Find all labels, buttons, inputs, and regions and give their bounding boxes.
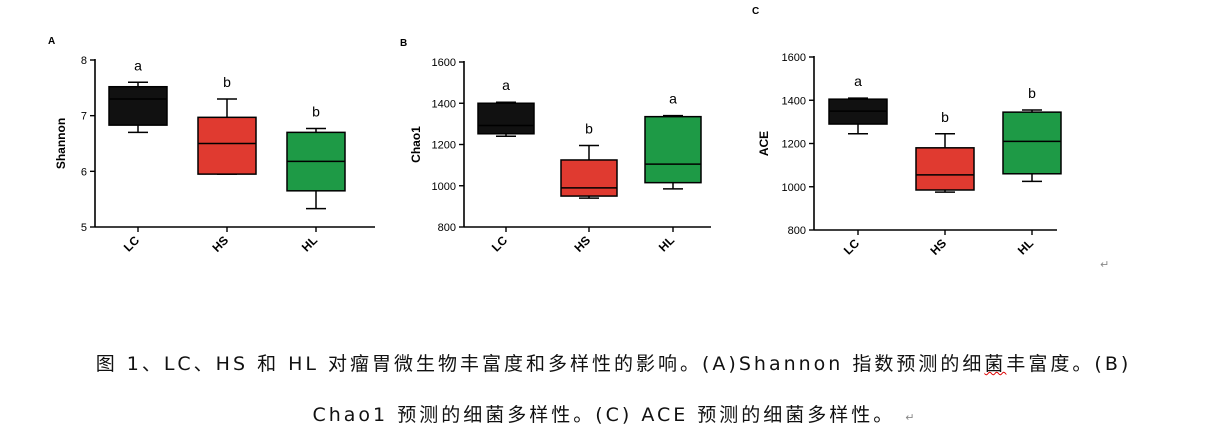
figure-boxplots: A 5 6 7 8 Shannon a LC b HS b HL B 800 1000 1200 1400 160… bbox=[48, 6, 1062, 258]
y-tick-label: 1400 bbox=[782, 95, 806, 107]
panel-letter: C bbox=[752, 6, 759, 17]
y-axis-label: ACE bbox=[757, 131, 771, 156]
y-tick-label: 1600 bbox=[432, 57, 456, 69]
paragraph-mark-icon: ↵ bbox=[1100, 258, 1110, 271]
caption-line-2-text: Chao1 预测的细菌多样性。(C) ACE 预测的细菌多样性。 bbox=[312, 404, 896, 426]
significance-letter: b bbox=[223, 74, 231, 90]
figure-caption-line-2: Chao1 预测的细菌多样性。(C) ACE 预测的细菌多样性。 ↵ bbox=[0, 400, 1227, 427]
y-tick-label: 1200 bbox=[782, 139, 806, 151]
caption-line-1-spellcheck-word: 菌 bbox=[984, 353, 1007, 375]
y-tick-label: 1200 bbox=[432, 140, 456, 152]
y-axis-label: Chao1 bbox=[409, 126, 423, 163]
y-tick-label: 5 bbox=[81, 222, 87, 234]
box-hl: b bbox=[286, 103, 346, 210]
y-tick-label: 8 bbox=[81, 55, 87, 67]
x-tick-label: LC bbox=[841, 236, 862, 257]
y-tick-label: 1600 bbox=[782, 52, 806, 64]
box-iqr bbox=[915, 147, 975, 191]
figure-caption-line-1: 图 1、LC、HS 和 HL 对瘤胃微生物丰富度和多样性的影响。(A)Shann… bbox=[0, 349, 1227, 376]
panel-letter: B bbox=[400, 38, 407, 49]
x-tick-label: HL bbox=[299, 233, 320, 254]
box-iqr bbox=[197, 116, 257, 175]
box-iqr bbox=[477, 102, 535, 135]
box-lc: a bbox=[477, 77, 535, 137]
significance-letter: a bbox=[669, 91, 677, 107]
box-hs: b bbox=[560, 121, 618, 199]
caption-line-1-main: 图 1、LC、HS 和 HL 对瘤胃微生物丰富度和多样性的影响。(A)Shann… bbox=[95, 353, 985, 375]
box-iqr bbox=[644, 115, 702, 184]
y-tick-label: 1400 bbox=[432, 98, 456, 110]
panel-b: B 800 1000 1200 1400 1600 Chao1 a LC b HS a HL bbox=[400, 38, 711, 255]
box-iqr bbox=[560, 159, 618, 197]
box-hl: a bbox=[644, 91, 702, 190]
box-hs: b bbox=[197, 74, 257, 175]
panel-letter: A bbox=[48, 36, 55, 47]
box-hs: b bbox=[915, 109, 975, 193]
y-tick-label: 1000 bbox=[782, 182, 806, 194]
box-iqr bbox=[1002, 111, 1062, 175]
x-tick-label: HS bbox=[209, 233, 231, 255]
significance-letter: a bbox=[854, 73, 862, 89]
caption-line-1-end: 丰富度。(B) bbox=[1006, 353, 1132, 375]
significance-letter: a bbox=[502, 77, 510, 93]
panel-c: C 800 1000 1200 1400 1600 ACE a LC b HS b HL bbox=[752, 6, 1062, 258]
y-tick-label: 7 bbox=[81, 111, 87, 123]
significance-letter: b bbox=[312, 103, 320, 119]
x-tick-label: HS bbox=[927, 236, 949, 258]
y-tick-label: 800 bbox=[438, 222, 456, 234]
x-tick-label: HL bbox=[1015, 236, 1036, 257]
significance-letter: b bbox=[1028, 85, 1036, 101]
y-tick-label: 1000 bbox=[432, 181, 456, 193]
significance-letter: b bbox=[585, 121, 593, 137]
x-tick-label: LC bbox=[489, 233, 510, 254]
box-lc: a bbox=[108, 57, 168, 134]
box-iqr bbox=[108, 85, 168, 126]
x-tick-label: LC bbox=[121, 233, 142, 254]
significance-letter: b bbox=[941, 109, 949, 125]
x-tick-label: HS bbox=[571, 233, 593, 255]
y-axis-label: Shannon bbox=[54, 118, 68, 169]
paragraph-mark-icon: ↵ bbox=[905, 411, 915, 424]
y-tick-label: 6 bbox=[81, 166, 87, 178]
y-tick-label: 800 bbox=[788, 225, 806, 237]
box-hl: b bbox=[1002, 85, 1062, 183]
panel-a: A 5 6 7 8 Shannon a LC b HS b HL bbox=[48, 36, 375, 255]
significance-letter: a bbox=[134, 57, 142, 73]
box-lc: a bbox=[828, 73, 888, 135]
x-tick-label: HL bbox=[656, 233, 677, 254]
